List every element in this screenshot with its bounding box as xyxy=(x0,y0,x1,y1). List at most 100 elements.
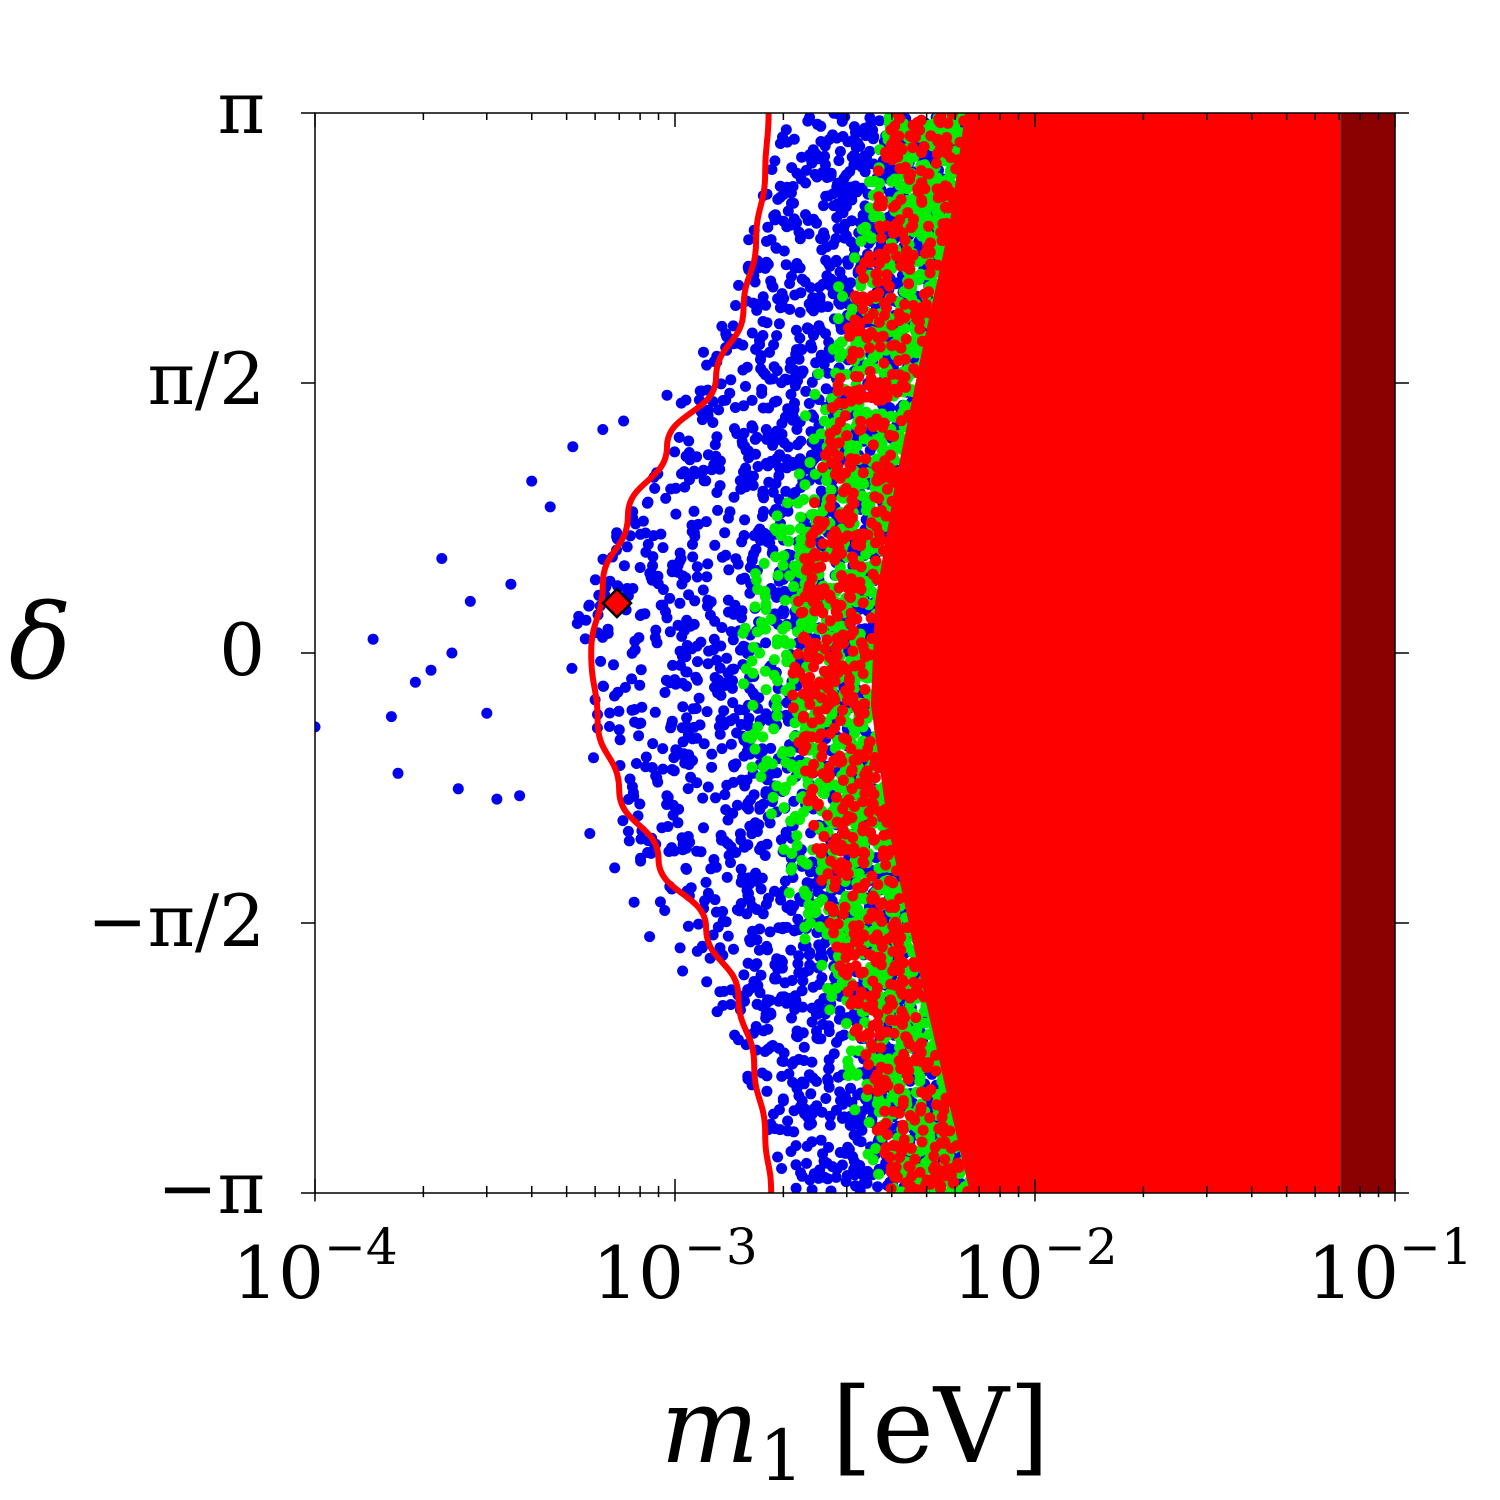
blue-point xyxy=(735,863,747,875)
red-point xyxy=(902,207,914,219)
red-point xyxy=(917,1124,929,1136)
blue-point xyxy=(813,281,825,293)
blue-point xyxy=(782,205,794,217)
blue-point xyxy=(670,678,682,690)
blue-point xyxy=(788,1105,800,1117)
green-point xyxy=(788,560,800,572)
blue-point xyxy=(804,113,816,123)
blue-point xyxy=(756,387,768,399)
red-point xyxy=(823,445,835,457)
blue-point xyxy=(768,1108,779,1120)
green-point xyxy=(759,665,771,677)
red-point xyxy=(903,278,915,290)
blue-point xyxy=(708,644,719,656)
blue-point xyxy=(662,821,674,832)
blue-point xyxy=(436,553,448,564)
blue-point xyxy=(750,298,762,310)
blue-point xyxy=(783,1068,795,1080)
red-point xyxy=(897,1123,909,1135)
red-point xyxy=(962,1186,974,1193)
green-point xyxy=(767,791,779,803)
blue-point xyxy=(820,1093,832,1104)
blue-point xyxy=(798,967,810,979)
blue-point xyxy=(491,793,503,805)
green-point xyxy=(750,574,762,586)
blue-point xyxy=(771,365,783,377)
blue-point xyxy=(739,514,751,526)
green-point xyxy=(771,638,783,650)
blue-point xyxy=(801,1157,812,1169)
red-point xyxy=(910,1012,922,1023)
blue-point xyxy=(702,558,714,570)
blue-point xyxy=(695,636,707,648)
blue-point xyxy=(425,664,437,676)
blue-point xyxy=(626,673,638,685)
blue-point xyxy=(673,431,685,443)
red-point xyxy=(848,625,859,637)
green-point xyxy=(739,622,751,634)
red-point xyxy=(848,847,860,859)
red-point xyxy=(797,712,809,724)
blue-point xyxy=(711,1006,723,1018)
blue-point xyxy=(806,376,818,388)
blue-point xyxy=(781,181,793,193)
blue-point xyxy=(813,320,825,332)
blue-point xyxy=(757,330,769,341)
blue-point xyxy=(754,987,766,999)
blue-point xyxy=(824,1110,836,1122)
blue-point xyxy=(670,508,682,520)
green-point xyxy=(824,1004,836,1016)
blue-point xyxy=(810,1008,822,1020)
blue-point xyxy=(753,819,765,831)
blue-point xyxy=(677,965,689,977)
blue-point xyxy=(633,632,645,644)
green-point xyxy=(784,524,796,536)
blue-point xyxy=(693,918,704,930)
blue-point xyxy=(683,729,694,741)
blue-point xyxy=(806,1118,817,1129)
blue-point xyxy=(799,276,811,288)
blue-point xyxy=(769,959,781,971)
blue-point xyxy=(634,679,646,691)
blue-point xyxy=(672,817,684,829)
green-point xyxy=(777,623,789,635)
blue-point xyxy=(695,846,707,858)
blue-point xyxy=(617,815,629,827)
red-point xyxy=(904,1161,916,1173)
blue-point xyxy=(850,1180,861,1192)
blue-point xyxy=(614,734,626,746)
blue-point xyxy=(730,300,742,311)
blue-point xyxy=(640,751,652,763)
green-point xyxy=(846,303,858,315)
red-point xyxy=(809,688,821,700)
red-point xyxy=(899,1012,910,1024)
blue-point xyxy=(822,1075,834,1087)
blue-point xyxy=(761,1085,773,1097)
red-point xyxy=(837,908,849,920)
blue-point xyxy=(775,834,787,846)
blue-point xyxy=(725,857,736,869)
blue-point xyxy=(597,424,609,435)
blue-point xyxy=(634,562,646,573)
blue-point xyxy=(697,584,709,596)
red-point xyxy=(847,645,859,657)
blue-point xyxy=(728,943,739,955)
blue-point xyxy=(768,436,780,447)
blue-point xyxy=(727,320,739,332)
blue-point xyxy=(567,441,579,453)
blue-point xyxy=(758,506,769,517)
blue-point xyxy=(785,905,797,916)
blue-point xyxy=(685,882,697,894)
blue-point xyxy=(759,1046,771,1057)
red-point xyxy=(878,545,889,557)
blue-point xyxy=(833,155,845,167)
green-point xyxy=(804,917,816,929)
red-point xyxy=(875,504,887,516)
red-point xyxy=(870,537,881,549)
blue-point xyxy=(618,560,630,572)
green-point xyxy=(747,699,759,711)
blue-point xyxy=(604,707,616,719)
blue-point xyxy=(786,995,798,1007)
blue-point xyxy=(649,632,661,643)
blue-point xyxy=(815,120,827,132)
